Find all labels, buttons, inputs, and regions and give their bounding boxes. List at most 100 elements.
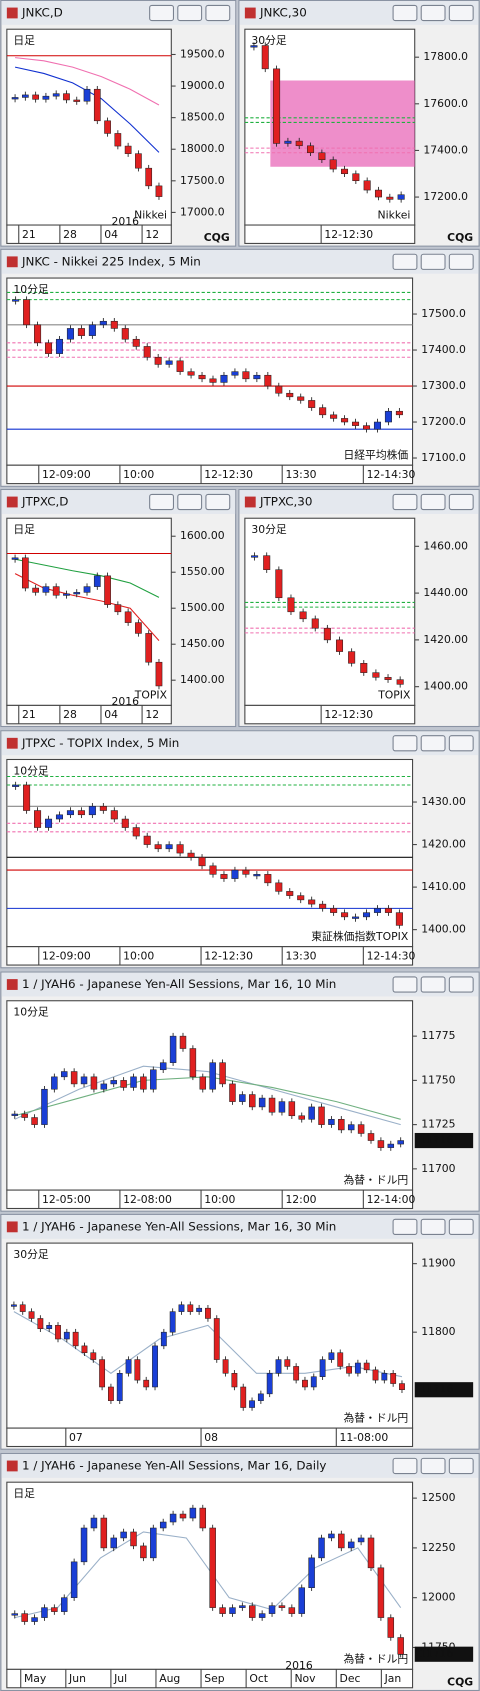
candle (46, 1325, 53, 1330)
chart-label: 30分足 (13, 1248, 49, 1261)
candle (249, 1605, 256, 1618)
minimize-button[interactable] (392, 976, 418, 993)
minimize-button[interactable] (392, 1218, 418, 1235)
close-button[interactable] (205, 493, 231, 511)
candle (124, 611, 132, 623)
logo: CQG (447, 231, 473, 244)
candle (308, 899, 316, 905)
candle (70, 1561, 78, 1598)
candle (328, 1352, 335, 1360)
candle (318, 1537, 325, 1559)
candle (239, 1605, 246, 1608)
restore-button[interactable] (420, 493, 446, 511)
x-tick-label: 12-12:30 (204, 949, 253, 962)
window-title: JNKC - Nikkei 225 Index, 5 Min (21, 254, 201, 268)
candle (155, 185, 163, 197)
restore-button[interactable] (420, 253, 446, 270)
y-tick-label: 1460.00 (423, 539, 468, 552)
candle (338, 1533, 345, 1549)
chart-label: 10分足 (13, 764, 49, 777)
candle (341, 418, 349, 423)
candle (179, 1513, 187, 1519)
candle (132, 338, 140, 347)
plot-area (6, 517, 172, 706)
y-tick-label: 11700 (421, 1162, 455, 1175)
candle (52, 93, 60, 97)
candle (34, 810, 42, 828)
candle (199, 1507, 207, 1529)
restore-button[interactable] (420, 735, 446, 752)
x-tick-label: 04 (104, 228, 118, 241)
x-tick-label: 10:00 (123, 468, 154, 481)
candle (397, 1140, 404, 1145)
y-tick-label: 1400.00 (421, 923, 466, 936)
title-bar (1, 1454, 479, 1478)
window-title: JNKC,D (21, 5, 63, 19)
moving-average (14, 573, 160, 641)
y-tick-label: 1400.00 (423, 680, 468, 693)
candle (278, 1101, 286, 1113)
candle (397, 1637, 404, 1655)
restore-button[interactable] (177, 493, 203, 511)
candle (152, 1345, 158, 1388)
candle (328, 1119, 335, 1125)
close-button[interactable] (448, 253, 474, 270)
candle (308, 400, 316, 408)
candle (42, 95, 50, 100)
minimize-button[interactable] (392, 253, 418, 270)
source-label: TOPIX (134, 689, 168, 702)
candle (169, 1513, 177, 1523)
close-button[interactable] (448, 4, 474, 22)
candle (287, 597, 295, 613)
source-label: 東証株価指数TOPIX (311, 929, 409, 943)
x-tick-label: Jun (68, 1672, 86, 1685)
minimize-button[interactable] (149, 493, 175, 511)
source-label: Nikkei (378, 208, 411, 221)
candle (347, 1124, 355, 1131)
close-button[interactable] (448, 1457, 474, 1475)
year-label: 2016 (112, 215, 140, 228)
restore-button[interactable] (420, 1218, 446, 1235)
candle (266, 1373, 273, 1395)
close-button[interactable] (448, 493, 474, 511)
x-tick-label: 12-05:00 (42, 1193, 91, 1206)
minimize-button[interactable] (149, 4, 175, 22)
restore-button[interactable] (420, 4, 446, 22)
candle (159, 1521, 167, 1529)
y-tick-label: 17500.0 (421, 307, 466, 320)
title-bar (1, 249, 479, 274)
x-tick-label: 04 (104, 708, 118, 721)
candle (372, 1369, 379, 1381)
restore-button[interactable] (177, 4, 203, 22)
candle (32, 587, 39, 593)
source-label: Nikkei (134, 208, 167, 221)
minimize-button[interactable] (392, 493, 418, 511)
close-button[interactable] (448, 735, 474, 752)
y-tick-label: 18500.0 (180, 111, 225, 124)
candle (386, 196, 394, 200)
close-button[interactable] (448, 1218, 474, 1235)
x-tick-label: 10:00 (123, 949, 154, 962)
minimize-button[interactable] (392, 1457, 418, 1475)
candle (363, 180, 371, 191)
close-button[interactable] (205, 4, 231, 22)
candle (55, 1325, 61, 1340)
candle (268, 1605, 276, 1614)
last-price: 11716 (419, 1647, 453, 1660)
chart-label: 30分足 (251, 523, 287, 536)
close-button[interactable] (448, 976, 474, 993)
plot-area (6, 277, 414, 466)
title-bar (1, 1, 236, 25)
candle (21, 1613, 28, 1622)
candle (100, 1083, 108, 1090)
minimize-button[interactable] (392, 4, 418, 22)
candle (311, 618, 319, 629)
x-tick-label: Nov (294, 1672, 316, 1685)
window-icon (6, 496, 18, 508)
title-bar (1, 1214, 479, 1239)
restore-button[interactable] (420, 1457, 446, 1475)
minimize-button[interactable] (392, 735, 418, 752)
candle (377, 1140, 385, 1148)
restore-button[interactable] (420, 976, 446, 993)
